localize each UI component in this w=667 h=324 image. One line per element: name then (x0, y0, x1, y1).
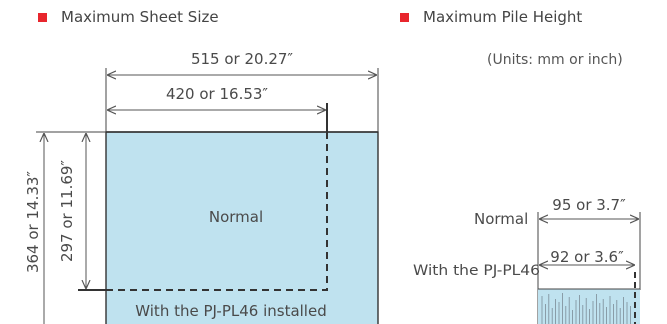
pile-height-heading: Maximum Pile Height (400, 8, 582, 26)
max-width-label: 515 or 20.27″ (191, 50, 293, 68)
pile-height-title: Maximum Pile Height (423, 8, 583, 26)
max-height-label: 364 or 14.33″ (24, 171, 42, 273)
units-note: (Units: mm or inch) (487, 52, 623, 68)
pl46-height-label: 297 or 11.69″ (58, 160, 76, 262)
pile-pl46-label: With the PJ-PL46 (413, 263, 540, 279)
pl46-area-label: With the PJ-PL46 installed (135, 302, 326, 320)
pile-pl46-height-label: 92 or 3.6″ (550, 248, 624, 266)
sheet-size-heading: Maximum Sheet Size (38, 8, 219, 26)
sheet-size-title: Maximum Sheet Size (61, 8, 219, 26)
sheet-area (105, 131, 379, 324)
normal-area-label: Normal (209, 208, 263, 226)
red-square-bullet-icon (38, 12, 47, 22)
pl46-width-label: 420 or 16.53″ (166, 85, 268, 103)
pile-normal-height-label: 95 or 3.7″ (552, 196, 626, 214)
paper-pile (538, 289, 640, 324)
pile-normal-label: Normal (474, 210, 528, 228)
pl46-boundary-dashed (106, 132, 328, 291)
paper-pile-hatching (541, 293, 631, 324)
red-square-bullet-icon (400, 12, 409, 22)
